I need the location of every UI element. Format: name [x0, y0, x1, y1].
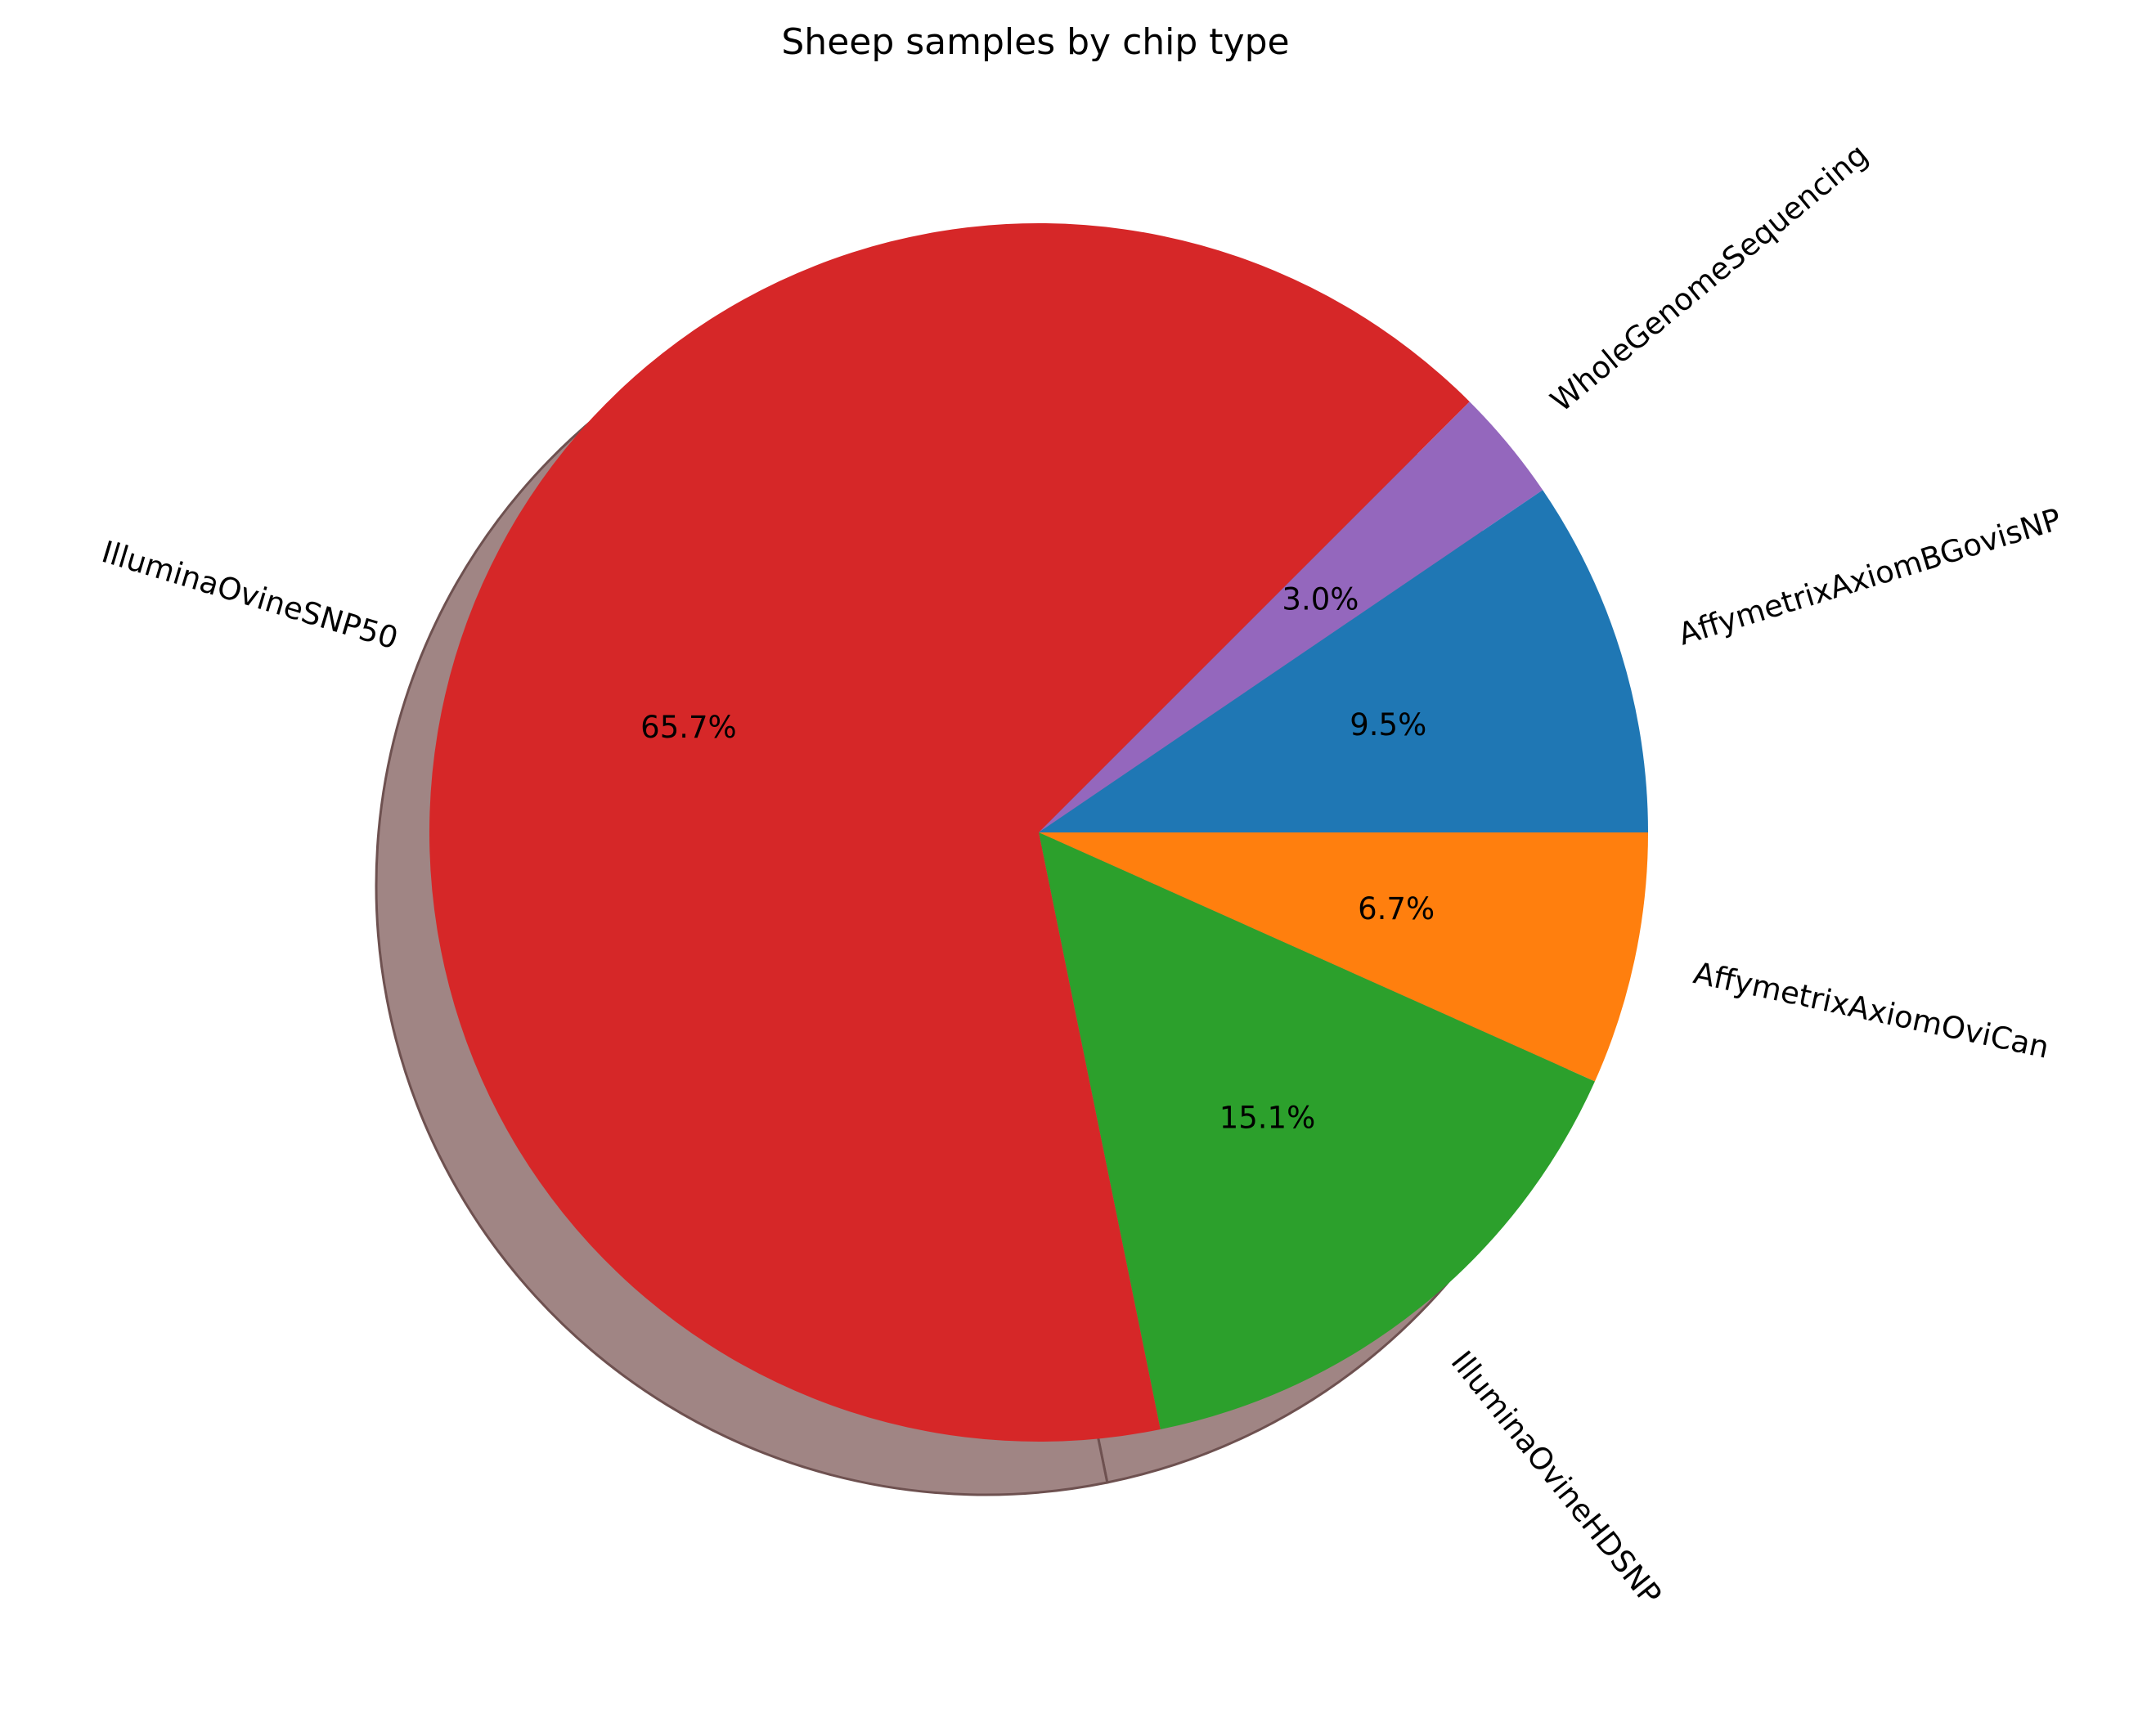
- slice-label-illumina-ovine-snp50: IlluminaOvineSNP50: [97, 534, 402, 656]
- pie-slice-illumina-ovine-snp50: [429, 223, 1470, 1442]
- slice-label-affymetrix-axiom-bgovis-np: AffymetrixAxiomBGovisNP: [1674, 501, 2065, 652]
- slice-label-whole-genome-sequencing: WholeGenomeSequencing: [1544, 137, 1875, 419]
- pct-label-illumina-ovine-hdsnp: 15.1%: [1219, 1100, 1316, 1135]
- pie-slice-whole-genome-sequencing: [1039, 401, 1543, 832]
- pie-slices: [429, 223, 1648, 1442]
- slice-label-illumina-ovine-hdsnp: IlluminaOvineHDSNP: [1444, 1344, 1669, 1612]
- pct-label-affymetrix-axiom-bgovis-np: 9.5%: [1350, 707, 1426, 742]
- slice-label-affymetrix-axiom-ovi-can: AffymetrixAxiomOviCan: [1691, 955, 2052, 1065]
- pct-label-illumina-ovine-snp50: 65.7%: [640, 710, 737, 745]
- chart-title: Sheep samples by chip type: [781, 21, 1289, 63]
- pie-slice-illumina-ovine-hdsnp: [1039, 832, 1595, 1429]
- percent-labels: 6.7% 15.1% 65.7% 3.0% 9.5%: [640, 582, 1435, 1136]
- pie-slice-affymetrix-axiom-ovi-can: [1039, 832, 1648, 1082]
- pct-label-affymetrix-axiom-ovi-can: 6.7%: [1358, 891, 1435, 926]
- pie-slice-affymetrix-axiom-bgovis-np: [1039, 490, 1648, 832]
- pct-label-whole-genome-sequencing: 3.0%: [1282, 582, 1359, 617]
